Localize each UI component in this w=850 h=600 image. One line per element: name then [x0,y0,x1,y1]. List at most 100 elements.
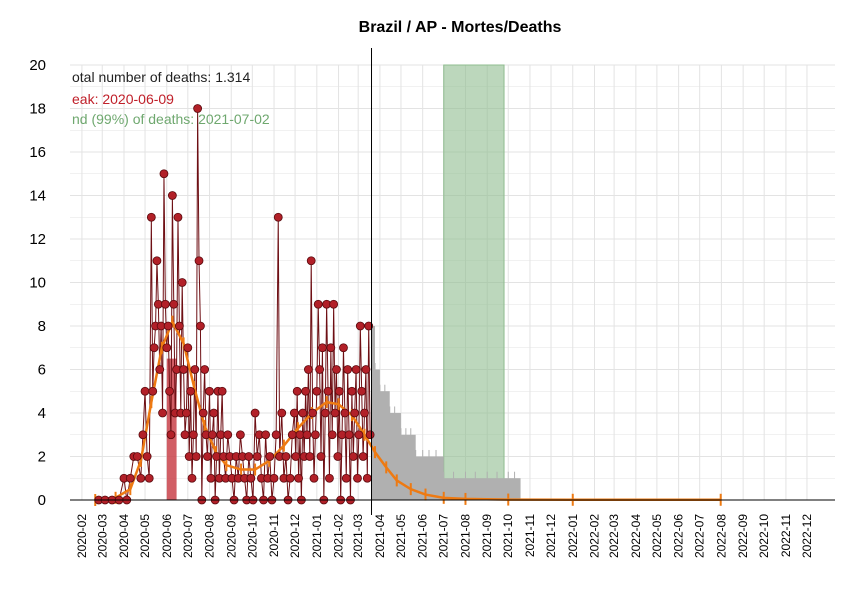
y-tick-label: 20 [29,57,46,74]
y-tick-label: 8 [38,318,46,335]
x-tick-label: 2021-03 [351,514,365,558]
observed-point [277,408,287,418]
observed-point [348,452,358,461]
observed-point [152,256,162,266]
observed-point [198,408,208,418]
x-tick-label: 2020-07 [181,514,195,558]
projected-bar [375,369,380,500]
observed-point [159,169,169,179]
observed-point [138,430,148,440]
x-tick-label: 2020-06 [160,514,174,558]
x-tick-label: 2021-07 [437,514,451,558]
observed-point [353,473,362,483]
observed-point [181,408,191,418]
x-tick-label: 2021-01 [310,514,324,558]
observed-point [327,430,337,440]
observed-point [209,408,219,418]
y-tick-label: 2 [38,449,46,466]
observed-point [364,321,374,331]
observed-point [294,473,303,483]
x-tick-label: 2020-05 [138,514,152,558]
observed-point [196,321,205,331]
observed-point [344,430,354,440]
observed-point [158,408,167,418]
projected-bar [422,456,430,500]
x-tick-label: 2021-11 [523,514,537,557]
projected-bar [453,478,466,500]
observed-point [207,430,217,440]
observed-point [187,473,197,483]
observed-point [144,473,154,483]
observed-point [148,386,158,396]
x-tick-label: 2020-08 [203,514,217,558]
projected-bar [384,391,390,500]
observed-point [166,430,176,440]
observed-point [173,212,183,222]
observed-point [316,452,326,461]
observed-point [306,256,316,266]
observed-point [329,299,339,309]
y-tick-label: 10 [29,275,46,292]
projected-bar [400,434,406,500]
observed-point [265,452,275,461]
x-tick-label: 2020-11 [267,514,281,557]
observed-point [313,299,323,309]
annotation-end-date: nd (99%) of deaths: 2021-07-02 [72,111,270,127]
observed-point [333,452,343,461]
observed-point [162,343,172,353]
projected-bar [465,478,476,500]
x-tick-label: 2021-06 [416,514,430,558]
x-tick-label: 2022-08 [714,514,728,558]
observed-point [362,473,372,483]
end-of-deaths-band [443,64,505,501]
x-tick-label: 2022-06 [672,514,686,558]
observed-point [235,430,245,440]
observed-point [315,365,325,374]
observed-point [273,212,283,222]
x-tick-label: 2021-02 [332,514,346,558]
projected-bar [415,456,423,500]
x-tick-label: 2022-11 [779,514,793,557]
tick-layer: 2020-02 2020-03 2020-04 2020-05 2020-06 2020-… [29,57,814,558]
observed-point [326,343,336,353]
x-tick-label: 2021-04 [373,514,387,558]
chart-title: Brazil / AP - Mortes/Deaths [359,19,562,36]
observed-point [271,430,281,440]
y-tick-label: 16 [29,144,46,161]
x-tick-label: 2021-08 [458,514,472,558]
observed-point [217,386,227,396]
observed-point [289,408,299,418]
y-tick-label: 0 [38,492,46,509]
observed-point [165,386,174,396]
observed-point [365,430,375,440]
observed-point [252,452,262,461]
projected-bar [514,478,521,500]
observed-point [200,365,210,374]
x-tick-label: 2020-10 [245,514,259,558]
observed-point [189,430,198,440]
observed-point [155,365,165,374]
x-tick-label: 2022-12 [800,514,814,558]
observed-point [354,430,364,440]
x-tick-label: 2021-10 [501,514,515,558]
observed-point [132,452,142,461]
x-tick-label: 2022-04 [629,514,643,558]
observed-point [183,343,193,353]
projected-bar [443,478,454,500]
observed-point [163,321,173,331]
x-tick-label: 2021-09 [480,514,494,558]
observed-point [287,430,297,440]
observed-point [343,365,353,374]
observed-point [191,452,201,461]
x-tick-label: 2021-12 [544,514,558,558]
observed-point [250,408,260,418]
observed-point [179,365,188,374]
observed-point [323,386,333,396]
observed-point [347,386,357,396]
observed-point [309,473,319,483]
projected-bar [487,478,498,500]
x-tick-label: 2020-09 [224,514,238,558]
x-tick-label: 2022-02 [587,514,601,558]
x-tick-label: 2022-05 [650,514,664,558]
